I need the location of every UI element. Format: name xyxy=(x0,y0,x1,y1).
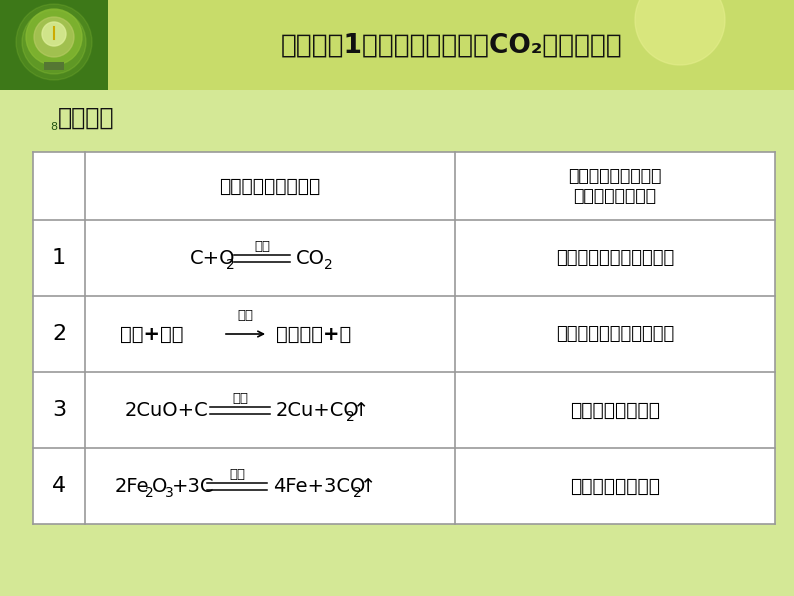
Text: 生成二氧化碳的反应: 生成二氧化碳的反应 xyxy=(219,176,321,195)
Text: 1: 1 xyxy=(52,248,66,268)
Text: 2Cu+CO: 2Cu+CO xyxy=(276,401,360,420)
Circle shape xyxy=(635,0,725,65)
Text: 2: 2 xyxy=(145,486,154,500)
Text: O: O xyxy=(152,476,168,495)
Text: 能否用于实验室里制: 能否用于实验室里制 xyxy=(569,167,661,185)
Text: 8: 8 xyxy=(51,122,57,132)
Text: 探究活动1：探究实验室制取CO₂的反应原理: 探究活动1：探究实验室制取CO₂的反应原理 xyxy=(281,33,622,59)
Text: 2: 2 xyxy=(353,486,362,500)
Text: C+O: C+O xyxy=(190,249,236,268)
Bar xyxy=(108,0,794,90)
Circle shape xyxy=(26,9,82,65)
Bar xyxy=(33,152,775,524)
Text: 2Fe: 2Fe xyxy=(115,476,149,495)
Text: 3: 3 xyxy=(165,486,174,500)
Circle shape xyxy=(16,4,92,80)
Text: ↑: ↑ xyxy=(353,401,369,420)
Text: 2: 2 xyxy=(52,324,66,344)
Circle shape xyxy=(22,10,86,74)
Text: +3C: +3C xyxy=(172,476,214,495)
Text: 不能；制得气体可能不纯: 不能；制得气体可能不纯 xyxy=(556,325,674,343)
Circle shape xyxy=(42,22,66,46)
Circle shape xyxy=(34,17,74,57)
Text: 2: 2 xyxy=(346,410,355,424)
Text: 高温: 高温 xyxy=(232,392,248,405)
Text: 取二氧化碳及理由: 取二氧化碳及理由 xyxy=(573,187,657,205)
Bar xyxy=(44,62,64,70)
Text: 点燃: 点燃 xyxy=(254,240,270,253)
Text: 二氧化碳+水: 二氧化碳+水 xyxy=(276,324,351,343)
Text: 不能；制得气体可能不纯: 不能；制得气体可能不纯 xyxy=(556,249,674,267)
Text: CO: CO xyxy=(296,249,325,268)
Text: 2CuO+C: 2CuO+C xyxy=(125,401,209,420)
Bar xyxy=(0,0,108,90)
Text: 2: 2 xyxy=(324,258,333,272)
Text: 3: 3 xyxy=(52,400,66,420)
Text: 石蜡+氧气: 石蜡+氧气 xyxy=(120,324,183,343)
Text: 点燃: 点燃 xyxy=(237,309,253,322)
Text: 不能；条件较难满: 不能；条件较难满 xyxy=(570,476,660,495)
Text: 不能；条件较难满: 不能；条件较难满 xyxy=(570,401,660,420)
Text: 4Fe+3CO: 4Fe+3CO xyxy=(273,476,365,495)
Text: ↑: ↑ xyxy=(360,476,376,495)
Text: 2: 2 xyxy=(226,258,235,272)
Text: 议一议：: 议一议： xyxy=(58,106,114,130)
Text: 高温: 高温 xyxy=(229,467,245,480)
Text: 4: 4 xyxy=(52,476,66,496)
